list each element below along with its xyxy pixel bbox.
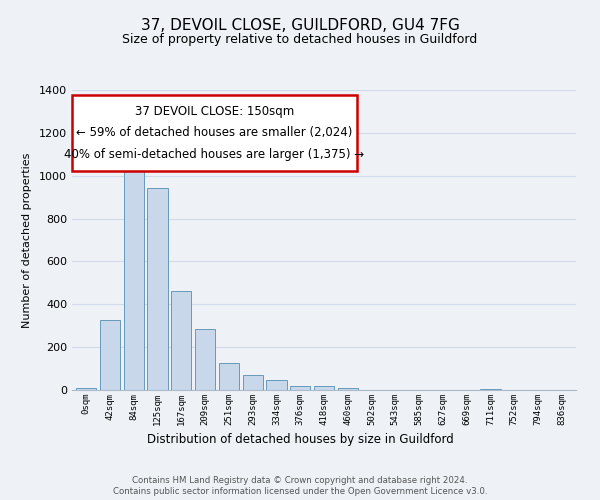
Text: Size of property relative to detached houses in Guildford: Size of property relative to detached ho… [122,32,478,46]
Text: 40% of semi-detached houses are larger (1,375) →: 40% of semi-detached houses are larger (… [64,148,364,160]
Bar [195,329,215,390]
Text: Distribution of detached houses by size in Guildford: Distribution of detached houses by size … [146,432,454,446]
Text: 37 DEVOIL CLOSE: 150sqm: 37 DEVOIL CLOSE: 150sqm [135,105,294,118]
Bar [76,388,97,390]
Text: Contains public sector information licensed under the Open Government Licence v3: Contains public sector information licen… [113,488,487,496]
Bar [124,152,144,390]
Y-axis label: Number of detached properties: Number of detached properties [22,152,32,328]
Bar [148,188,167,390]
Text: 37, DEVOIL CLOSE, GUILDFORD, GU4 7FG: 37, DEVOIL CLOSE, GUILDFORD, GU4 7FG [140,18,460,32]
Bar [314,386,334,390]
Bar [338,388,358,390]
Text: Contains HM Land Registry data © Crown copyright and database right 2024.: Contains HM Land Registry data © Crown c… [132,476,468,485]
Text: ← 59% of detached houses are smaller (2,024): ← 59% of detached houses are smaller (2,… [76,126,353,139]
Bar [219,363,239,390]
Bar [100,320,120,390]
Bar [171,291,191,390]
Bar [266,380,287,390]
Bar [242,375,263,390]
Bar [290,386,310,390]
FancyBboxPatch shape [72,94,357,171]
